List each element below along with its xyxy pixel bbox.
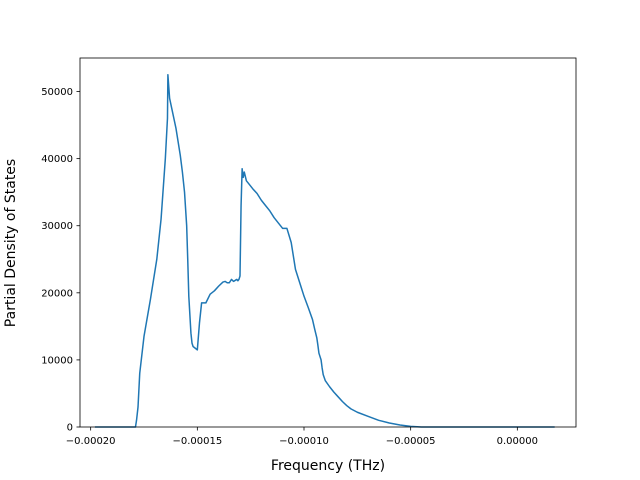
y-tick-label: 30000 <box>41 221 73 232</box>
y-tick-label: 20000 <box>41 288 73 299</box>
y-tick-label: 50000 <box>41 87 73 98</box>
plot-area <box>79 57 577 428</box>
x-tick-label: −0.00020 <box>66 436 116 447</box>
y-axis-label: Partial Density of States <box>3 159 19 327</box>
y-tick-label: 10000 <box>41 355 73 366</box>
x-axis-label: Frequency (THz) <box>271 458 385 474</box>
x-tick-label: −0.00005 <box>386 436 436 447</box>
y-tick-label: 0 <box>67 423 73 434</box>
axis-ticks: −0.00020 −0.00015 −0.00010 −0.00005 0.00000 0… <box>41 87 538 447</box>
x-tick-label: −0.00010 <box>279 436 329 447</box>
x-tick-label: 0.00000 <box>497 436 538 447</box>
axes-frame <box>79 57 577 428</box>
y-tick-label: 40000 <box>41 154 73 165</box>
x-tick-label: −0.00015 <box>172 436 222 447</box>
series-line <box>94 74 555 428</box>
